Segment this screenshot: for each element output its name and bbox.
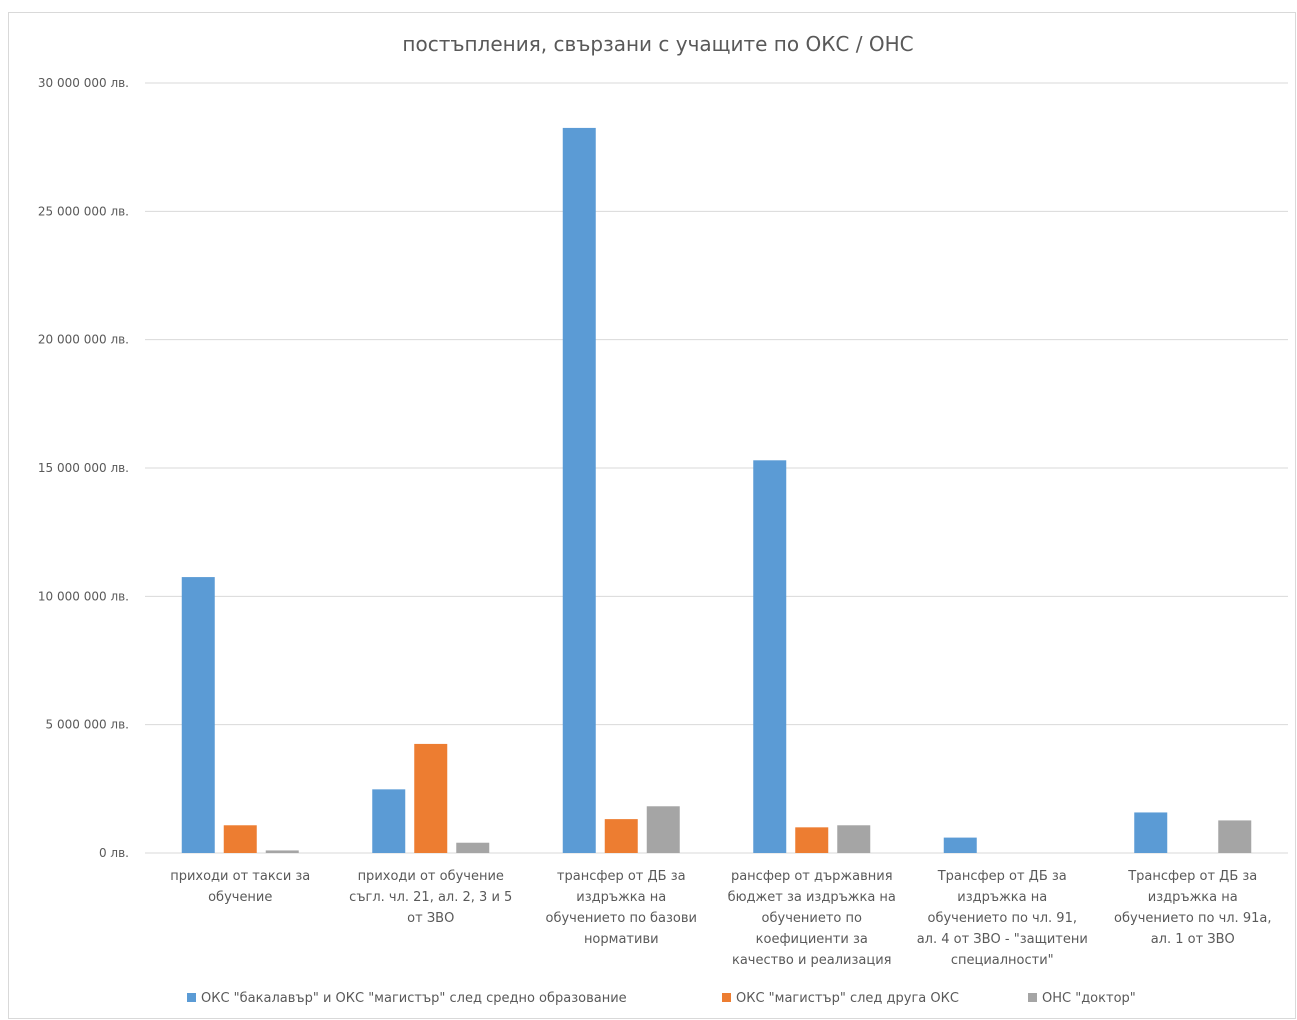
legend: ОКС "бакалавър" и ОКС "магистър" след ср… [187, 991, 1136, 1006]
x-tick-label: Трансфер от ДБ за [937, 869, 1067, 884]
x-tick-label: Трансфер от ДБ за [1127, 869, 1257, 884]
bar [181, 577, 215, 853]
x-tick-label: ал. 4 от ЗВО - "защитени [917, 932, 1088, 947]
bar [943, 837, 977, 853]
y-axis-ticks: 0 лв. 5 000 000 лв. 10 000 000 лв. 15 000 0… [38, 76, 129, 860]
legend-label: ОКС "бакалавър" и ОКС "магистър" след ср… [201, 991, 627, 1006]
x-tick-label: специалности" [951, 953, 1054, 968]
x-tick-label: обучението по базови [546, 911, 698, 926]
x-tick-label: издръжка на [1148, 890, 1238, 905]
legend-swatch [1028, 993, 1037, 1002]
bars [181, 127, 1252, 853]
legend-swatch [187, 993, 196, 1002]
y-tick-label: 10 000 000 лв. [38, 589, 129, 603]
x-tick-label: коефициенти за [756, 932, 868, 947]
y-tick-label: 25 000 000 лв. [38, 204, 129, 218]
bar [1134, 812, 1168, 853]
x-tick-label: съгл. чл. 21, ал. 2, 3 и 5 [349, 890, 512, 905]
bar [265, 850, 299, 853]
bar [372, 789, 406, 853]
y-tick-label: 30 000 000 лв. [38, 76, 129, 90]
chart-title: постъпления, свързани с учащите по ОКС /… [402, 32, 913, 56]
bar [456, 842, 490, 853]
bar [646, 806, 680, 853]
x-axis-labels: приходи от такси за обучение приходи от об… [170, 869, 1271, 968]
legend-label: ОНС "доктор" [1042, 991, 1136, 1006]
x-tick-label: рансфер от държавния [731, 869, 893, 884]
y-tick-label: 20 000 000 лв. [38, 333, 129, 347]
x-tick-label: обучението по [762, 911, 862, 926]
bar [795, 827, 829, 853]
bar [223, 825, 257, 853]
x-tick-label: издръжка на [957, 890, 1047, 905]
bar [837, 825, 871, 853]
x-tick-label: бюджет за издръжка на [728, 890, 896, 905]
y-tick-label: 15 000 000 лв. [38, 461, 129, 475]
bar [604, 819, 638, 853]
x-tick-label: обучение [208, 890, 272, 905]
y-tick-label: 0 лв. [99, 846, 129, 860]
y-tick-label: 5 000 000 лв. [46, 718, 129, 732]
legend-label: ОКС "магистър" след друга ОКС [736, 991, 959, 1006]
gridlines [145, 82, 1288, 854]
x-tick-label: приходи от обучение [358, 869, 504, 884]
x-tick-label: издръжка на [576, 890, 666, 905]
x-tick-label: нормативи [584, 932, 659, 947]
x-tick-label: качество и реализация [732, 953, 892, 968]
bar [414, 743, 448, 853]
x-tick-label: от ЗВО [407, 911, 454, 926]
x-tick-label: трансфер от ДБ за [557, 869, 686, 884]
bar [562, 127, 596, 853]
legend-swatch [722, 993, 731, 1002]
bar [753, 460, 787, 853]
bar [1218, 820, 1252, 853]
x-tick-label: приходи от такси за [170, 869, 310, 884]
x-tick-label: обучението по чл. 91, [928, 911, 1077, 926]
x-tick-label: ал. 1 от ЗВО [1151, 932, 1235, 947]
x-tick-label: обучението по чл. 91а, [1114, 911, 1271, 926]
